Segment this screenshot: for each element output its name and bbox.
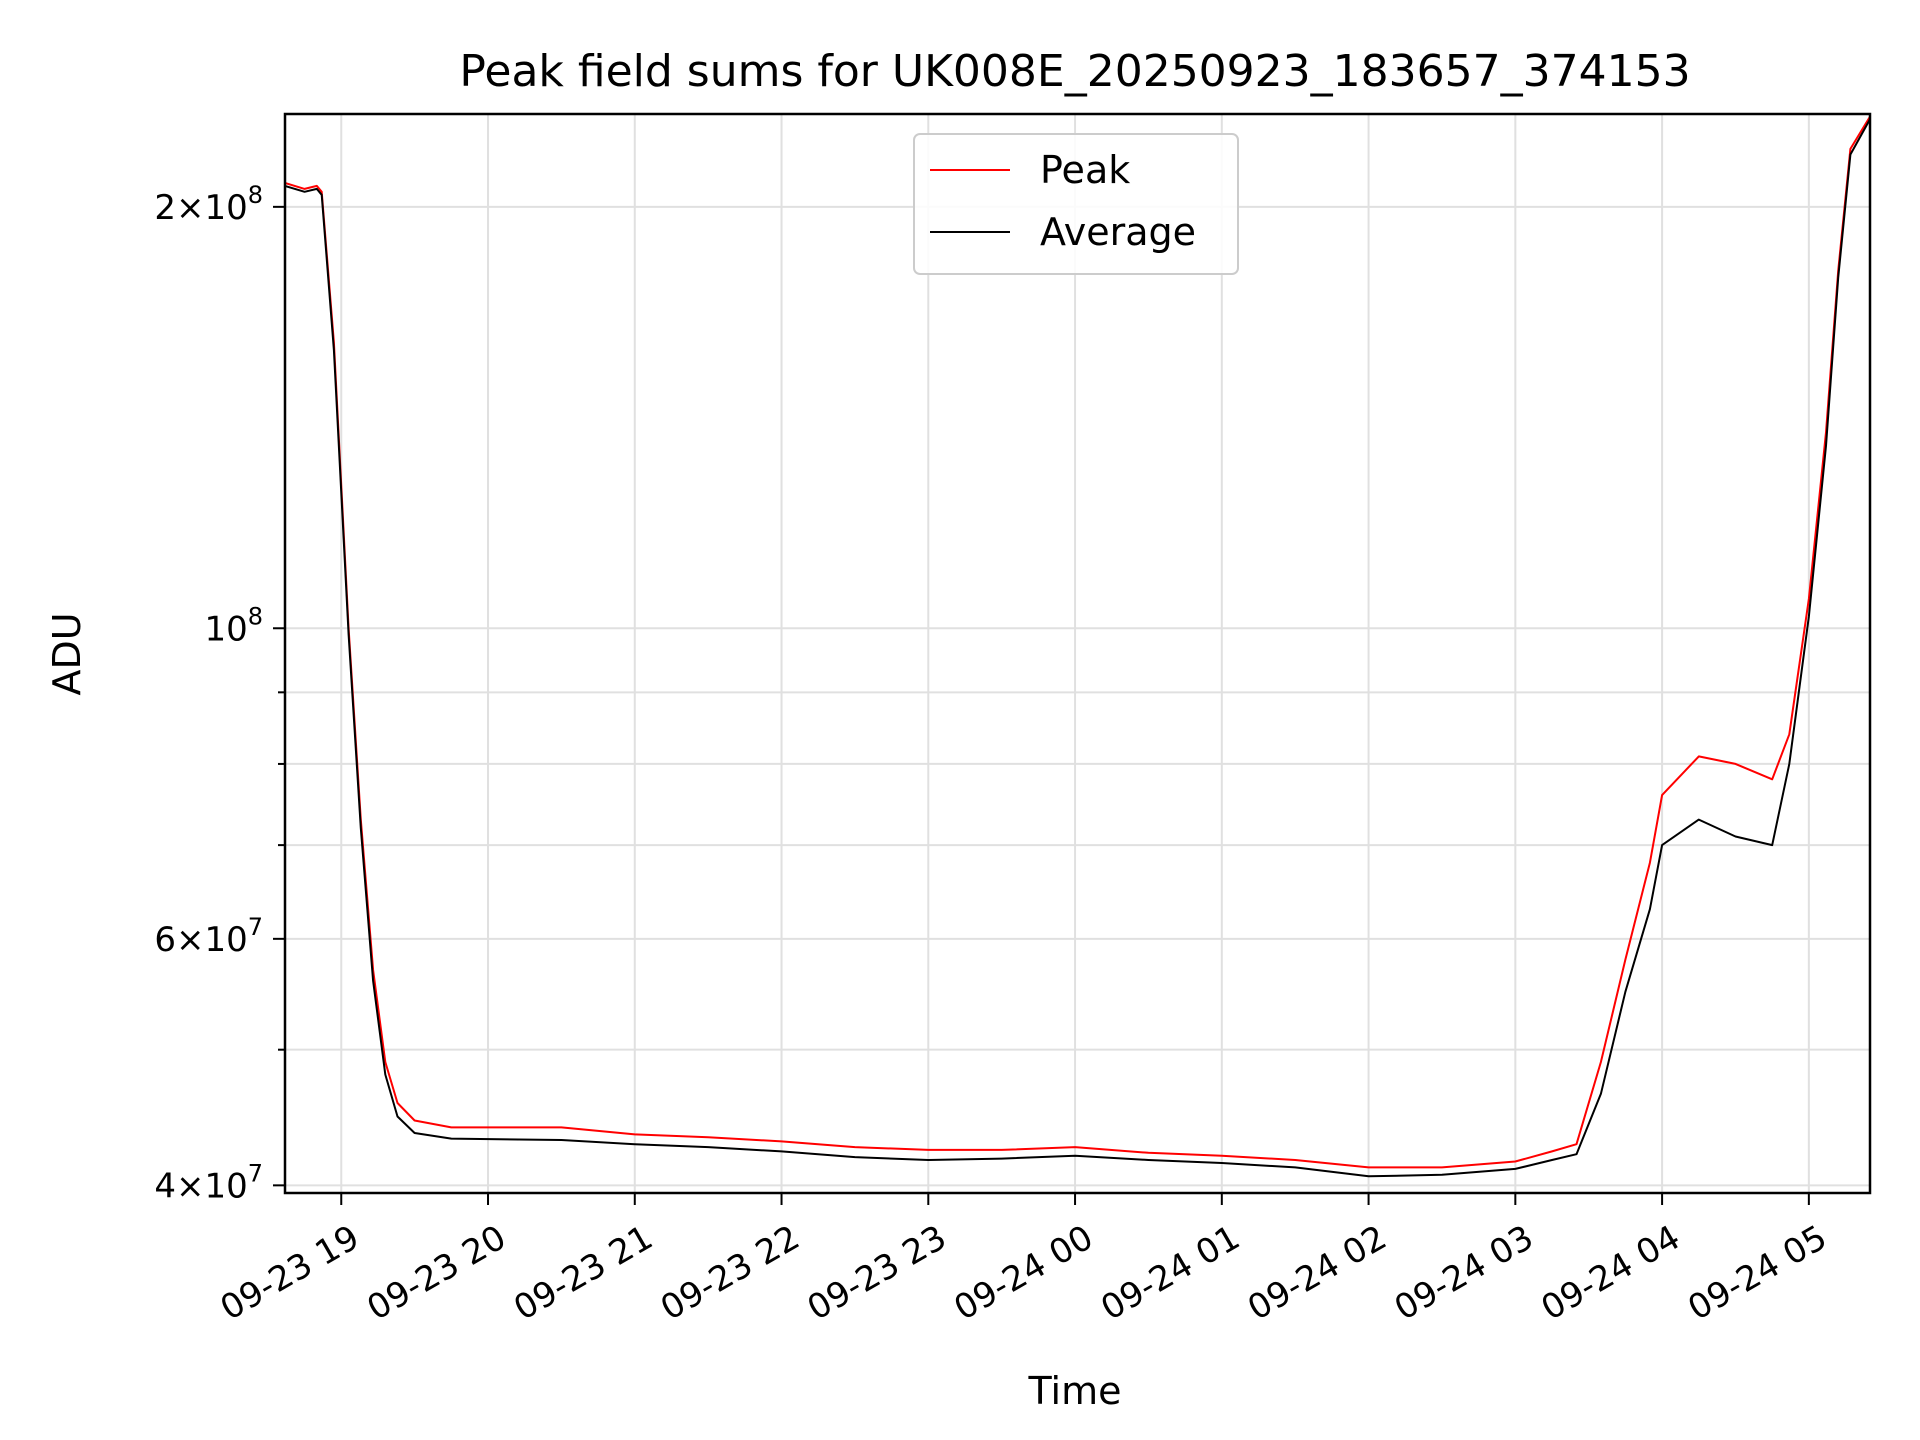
legend: Peak Average (913, 133, 1239, 275)
y-axis: 4×107 6×107 108 2×108 (154, 181, 285, 1206)
legend-label: Average (1040, 210, 1196, 254)
y-tick-label: 108 (204, 602, 263, 649)
chart-title: Peak field sums for UK008E_20250923_1836… (459, 46, 1690, 97)
x-axis-label: Time (1028, 1369, 1122, 1413)
legend-label: Peak (1040, 148, 1130, 192)
series-layer (285, 116, 1870, 1178)
y-axis-label: ADU (45, 612, 89, 695)
series-line-average (285, 118, 1870, 1178)
plot-frame (283, 112, 1872, 1195)
y-tick-label: 4×107 (154, 1159, 263, 1206)
y-tick-label: 2×108 (154, 181, 263, 228)
y-tick-label: 6×107 (154, 913, 263, 960)
